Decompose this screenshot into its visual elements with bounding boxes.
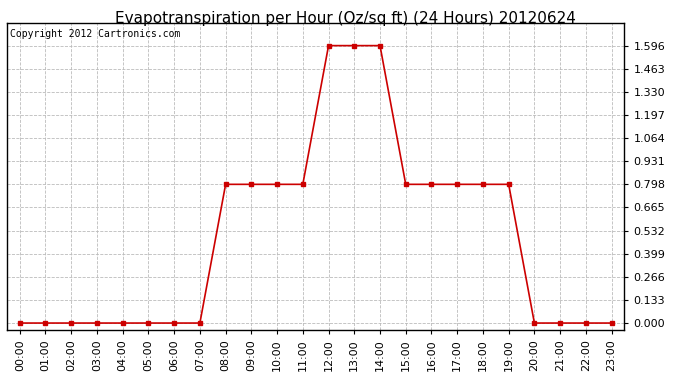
Text: Evapotranspiration per Hour (Oz/sq ft) (24 Hours) 20120624: Evapotranspiration per Hour (Oz/sq ft) (… [115, 11, 575, 26]
Text: Copyright 2012 Cartronics.com: Copyright 2012 Cartronics.com [10, 28, 180, 39]
